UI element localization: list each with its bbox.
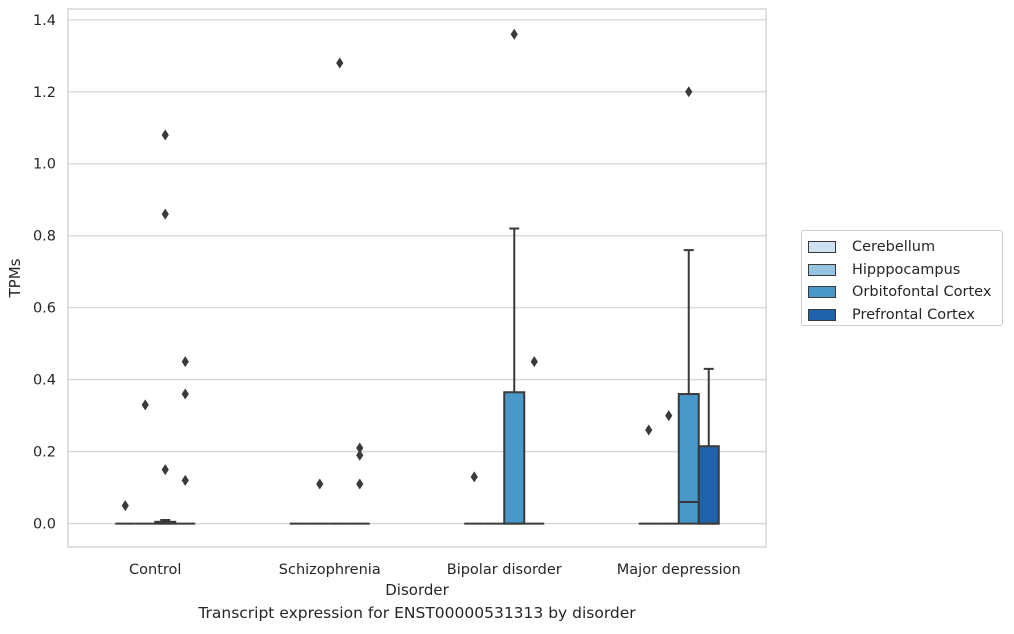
outlier-point [121, 500, 129, 512]
box-hipppocampus [658, 410, 679, 525]
box-prefrontal-cortex [349, 442, 370, 525]
outlier-point [181, 356, 189, 368]
outlier-point [181, 474, 189, 486]
y-tick-label: 0.8 [33, 229, 56, 245]
gridlines [68, 19, 766, 525]
box-orbitofontal-cortex [677, 86, 700, 525]
outlier-point [356, 478, 364, 490]
x-axis-label: Disorder [385, 581, 449, 599]
box-hipppocampus [135, 399, 156, 525]
legend-swatch [808, 263, 836, 276]
box-prefrontal-cortex [175, 356, 196, 525]
outlier-point [161, 208, 169, 220]
outlier-point [316, 478, 324, 490]
y-tick-label: 0.2 [33, 445, 56, 461]
outlier-point [665, 410, 673, 422]
legend-label: Cerebellum [852, 239, 936, 256]
plot-area [115, 28, 720, 525]
outlier-point [161, 464, 169, 476]
legend-label: Orbitofontal Cortex [852, 284, 992, 301]
box [677, 393, 700, 525]
legend-item: Orbitofontal Cortex [802, 281, 1002, 304]
legend-swatch [808, 241, 836, 254]
box-orbitofontal-cortex [154, 129, 177, 525]
outlier-point [685, 86, 693, 98]
legend-swatch [808, 308, 836, 321]
outlier-point [470, 471, 478, 483]
legend-label: Prefrontal Cortex [852, 306, 975, 323]
outlier-point [510, 28, 518, 40]
outlier-point [356, 442, 364, 454]
y-axis-label: TPMs [6, 258, 24, 298]
legend-label: Hipppocampus [852, 261, 961, 278]
box-prefrontal-cortex [697, 367, 720, 525]
legend-item: Hipppocampus [802, 259, 1002, 282]
y-tick-label: 0.0 [33, 517, 56, 533]
box-cerebellum [464, 471, 485, 525]
outlier-point [356, 449, 364, 461]
y-tick-label: 1.0 [33, 157, 56, 173]
y-tick-label: 0.6 [33, 301, 56, 317]
x-axis-ticks: Control Schizophrenia Bipolar disorder Majo… [129, 562, 741, 578]
outlier-point [141, 399, 149, 411]
legend-item: Cerebellum [802, 236, 1002, 259]
x-tick-label: Schizophrenia [279, 562, 381, 578]
x-tick-label: Control [129, 562, 181, 578]
y-axis-ticks: 0.0 0.2 0.4 0.6 0.8 1.0 1.2 1.4 [33, 13, 56, 533]
box-cerebellum [115, 500, 136, 525]
chart-caption: Transcript expression for ENST0000053131… [198, 604, 636, 622]
box-cerebellum [638, 424, 659, 525]
outlier-point [530, 356, 538, 368]
y-tick-label: 1.4 [33, 13, 56, 29]
legend-swatch [808, 286, 836, 299]
legend: Cerebellum Hipppocampus Orbitofontal Cor… [801, 230, 1003, 326]
plot-frame [67, 8, 767, 548]
outlier-point [336, 57, 344, 69]
outlier-point [645, 424, 653, 436]
box-prefrontal-cortex [524, 356, 545, 525]
outlier-point [161, 129, 169, 141]
x-tick-label: Bipolar disorder [447, 562, 562, 578]
box-orbitofontal-cortex [503, 28, 526, 525]
y-tick-label: 0.4 [33, 373, 56, 389]
box [697, 445, 720, 525]
outlier-point [181, 388, 189, 400]
box-orbitofontal-cortex [329, 57, 350, 525]
box-hipppocampus [309, 478, 330, 525]
x-tick-label: Major depression [617, 562, 741, 578]
legend-item: Prefrontal Cortex [802, 304, 1002, 327]
box [503, 391, 526, 525]
y-tick-label: 1.2 [33, 85, 56, 101]
